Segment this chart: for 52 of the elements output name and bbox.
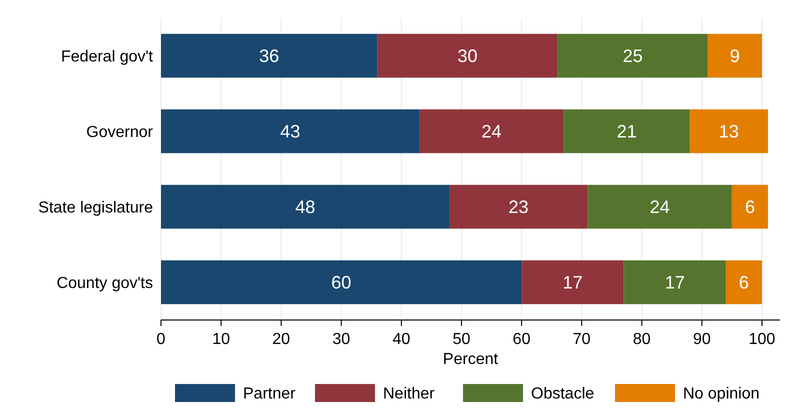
data-label: 24 <box>482 122 502 142</box>
x-tick-label: 100 <box>748 331 776 348</box>
data-label: 25 <box>622 46 643 66</box>
bar <box>588 184 732 229</box>
data-label: 6 <box>744 197 755 218</box>
legend-label: Partner <box>243 386 296 403</box>
x-tick-label: 90 <box>692 331 711 348</box>
bar <box>522 260 624 304</box>
data-label: 21 <box>616 122 637 142</box>
x-tick-label: 30 <box>332 331 350 348</box>
y-tick-label: State legislature <box>38 199 154 216</box>
data-label: 17 <box>664 272 685 293</box>
data-label: 60 <box>331 272 352 293</box>
data-label: 36 <box>259 46 280 66</box>
bar <box>732 184 768 229</box>
data-label: 23 <box>508 197 529 218</box>
legend-label: Neither <box>383 386 436 403</box>
data-label: 6 <box>738 272 749 293</box>
x-tick-label: 70 <box>572 331 591 348</box>
x-tick-label: 60 <box>512 331 531 348</box>
bar <box>558 34 708 78</box>
bar <box>624 260 726 304</box>
data-label: 13 <box>718 122 739 142</box>
x-axis-title: Percent <box>442 351 499 368</box>
bar <box>449 184 588 229</box>
y-tick-label: County gov'ts <box>56 274 153 292</box>
x-tick-label: 40 <box>392 331 410 348</box>
legend-label: Obstacle <box>531 386 594 403</box>
bar <box>161 184 450 229</box>
data-label: 17 <box>562 272 583 293</box>
bar <box>564 109 690 154</box>
x-tick-label: 50 <box>452 331 470 348</box>
data-label: 9 <box>730 46 740 66</box>
bar <box>726 260 762 304</box>
bar <box>161 109 420 154</box>
data-label: 43 <box>280 122 300 142</box>
x-tick-label: 20 <box>272 331 290 348</box>
data-label: 24 <box>650 197 670 218</box>
y-tick-label: Governor <box>86 124 154 141</box>
legend-label: No opinion <box>683 386 760 403</box>
y-tick-label: Federal gov't <box>61 48 154 66</box>
bar <box>690 109 768 154</box>
data-label: 48 <box>295 197 316 218</box>
bar <box>161 34 378 78</box>
bar <box>161 260 522 304</box>
data-label: 30 <box>457 46 478 66</box>
bar <box>419 109 564 154</box>
x-tick-label: 80 <box>632 331 651 348</box>
x-tick-label: 10 <box>212 331 230 348</box>
bar <box>377 34 558 78</box>
x-tick-label: 0 <box>156 331 166 348</box>
bar <box>708 34 762 78</box>
